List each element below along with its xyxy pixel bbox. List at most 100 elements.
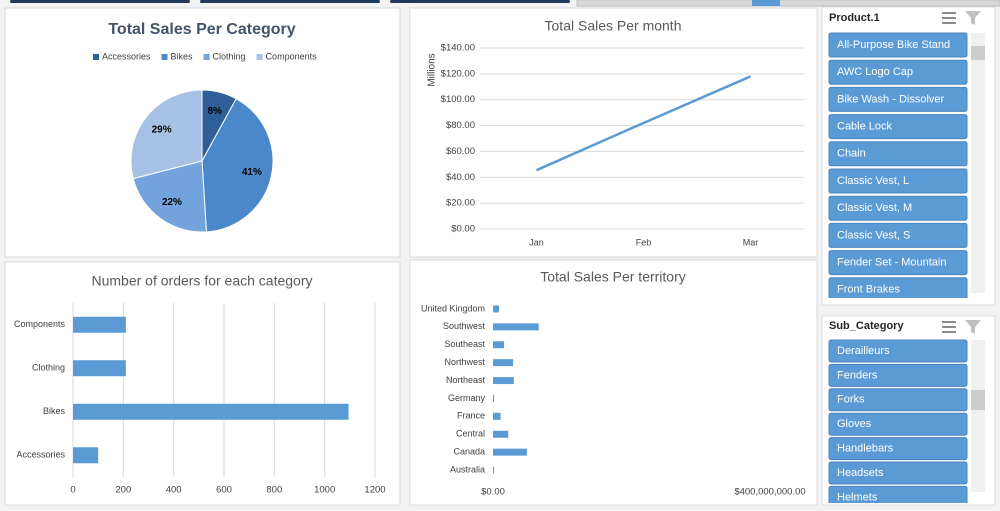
y-tick-label: $140.00 [441, 43, 475, 54]
slicer-item-label[interactable]: Handlebars [837, 443, 894, 455]
legend-label: Clothing [213, 51, 246, 61]
y-tick-label: Accessories [16, 450, 65, 460]
x-tick-label: 0 [70, 485, 75, 496]
bar [493, 323, 539, 331]
x-tick-label: Jan [529, 237, 544, 247]
y-tick-label: Southwest [443, 321, 486, 331]
bar [493, 430, 509, 438]
data-label: 22% [162, 197, 182, 208]
y-tick-label: $0.00 [451, 224, 475, 235]
slicer-item[interactable] [828, 461, 968, 485]
slicer-title: Product.1 [829, 12, 880, 24]
top-button[interactable] [10, 0, 190, 3]
y-tick-label: $100.00 [441, 94, 475, 105]
slicer-item-label[interactable]: Classic Vest, S [837, 229, 910, 241]
chart-title: Number of orders for each category [92, 273, 313, 289]
y-tick-label: Clothing [32, 363, 65, 373]
slicer-icons[interactable] [942, 11, 981, 334]
scroll-thumb[interactable] [971, 46, 985, 60]
slicer-item[interactable] [828, 114, 968, 140]
slicer-item[interactable] [828, 250, 968, 276]
y-tick-label: United Kingdom [421, 303, 485, 313]
top-button[interactable] [390, 0, 570, 3]
data-label: 41% [242, 167, 262, 178]
data-label: 8% [207, 106, 222, 117]
y-tick-label: Australia [450, 464, 485, 474]
y-tick-label: Germany [448, 393, 486, 403]
legend-swatch [256, 54, 263, 60]
scrollbar[interactable] [971, 340, 985, 492]
y-tick-label: $40.00 [446, 172, 475, 183]
slicer-item[interactable] [828, 277, 968, 302]
slicer-item-label[interactable]: Classic Vest, M [837, 202, 912, 214]
slicer-item-label[interactable]: Classic Vest, L [837, 175, 909, 187]
bar [493, 359, 514, 367]
chart-panel [409, 7, 818, 258]
slicer-item-label[interactable]: Helmets [837, 491, 878, 503]
x-tick-label: 600 [216, 485, 232, 496]
chart-title: Total Sales Per month [545, 18, 682, 34]
bar [493, 341, 505, 349]
bar [73, 403, 349, 420]
legend-label: Accessories [102, 51, 151, 61]
chart-title: Total Sales Per territory [540, 269, 686, 285]
slicer-item-label[interactable]: Gloves [837, 418, 872, 430]
slicer-item[interactable] [828, 86, 968, 112]
bar [493, 394, 495, 402]
y-tick-label: Bikes [43, 406, 66, 416]
slicer-item-label[interactable]: Headsets [837, 467, 884, 479]
top-button[interactable] [200, 0, 380, 3]
slicer-item-label[interactable]: Fenders [837, 369, 878, 381]
slicer-item-label[interactable]: Chain [837, 148, 866, 160]
x-tick-label: 1000 [314, 485, 335, 496]
y-axis-title: Millions [427, 53, 438, 86]
slicer-item[interactable] [828, 195, 968, 221]
legend-swatch [203, 54, 210, 60]
slicer-item[interactable] [828, 141, 968, 167]
legend-label: Components [266, 51, 318, 61]
slicer-item-label[interactable]: Front Brakes [837, 284, 900, 296]
slicer-item[interactable] [828, 485, 968, 508]
bar [493, 412, 501, 420]
slicer-item-label[interactable]: Fender Set - Mountain [837, 257, 946, 269]
scroll-thumb[interactable] [971, 390, 985, 410]
pie-slice [201, 98, 274, 233]
slicer-item-label[interactable]: All-Purpose Bike Stand [837, 39, 950, 51]
x-tick-label: 200 [115, 485, 131, 496]
slicer-item-label[interactable]: Cable Lock [837, 121, 893, 133]
slicer-item[interactable] [828, 339, 968, 363]
slicer-item-label[interactable]: Forks [837, 394, 865, 406]
slicer-item-label[interactable]: AWC Logo Cap [837, 66, 913, 78]
slicer-item[interactable] [828, 59, 968, 85]
slicer-item-label[interactable]: Bike Wash - Dissolver [837, 93, 945, 105]
pie-slice [130, 89, 203, 180]
slicer-item[interactable] [828, 222, 968, 248]
y-tick-label: $20.00 [446, 198, 475, 209]
y-tick-label: $120.00 [441, 68, 475, 79]
bar [493, 305, 500, 313]
slicer-item[interactable] [828, 363, 968, 387]
x-tick-label: 400 [166, 485, 182, 496]
chart-title: Total Sales Per Category [108, 21, 295, 38]
y-tick-label: Components [14, 319, 66, 329]
legend-swatch [93, 54, 99, 60]
x-tick-label: 1200 [364, 485, 385, 496]
x-tick-label: Mar [743, 237, 759, 247]
slicer-item[interactable] [828, 388, 968, 412]
timeline-strip[interactable] [576, 0, 1000, 7]
bar [73, 360, 126, 377]
slicer-item-label[interactable]: Derailleurs [837, 345, 890, 357]
timeline-selected[interactable] [752, 0, 780, 6]
x-tick-label: 800 [266, 485, 282, 496]
bar [73, 447, 99, 464]
slicer-item[interactable] [828, 412, 968, 436]
slicer-item[interactable] [828, 168, 968, 194]
scrollbar[interactable] [971, 33, 985, 293]
y-tick-label: France [457, 411, 485, 421]
bar [493, 466, 495, 474]
legend-swatch [161, 54, 168, 60]
slicer-item[interactable] [828, 32, 968, 58]
slicer-items: All-Purpose Bike Stand AWC Logo Cap Bike W… [828, 32, 968, 302]
slicer-item[interactable] [828, 437, 968, 461]
